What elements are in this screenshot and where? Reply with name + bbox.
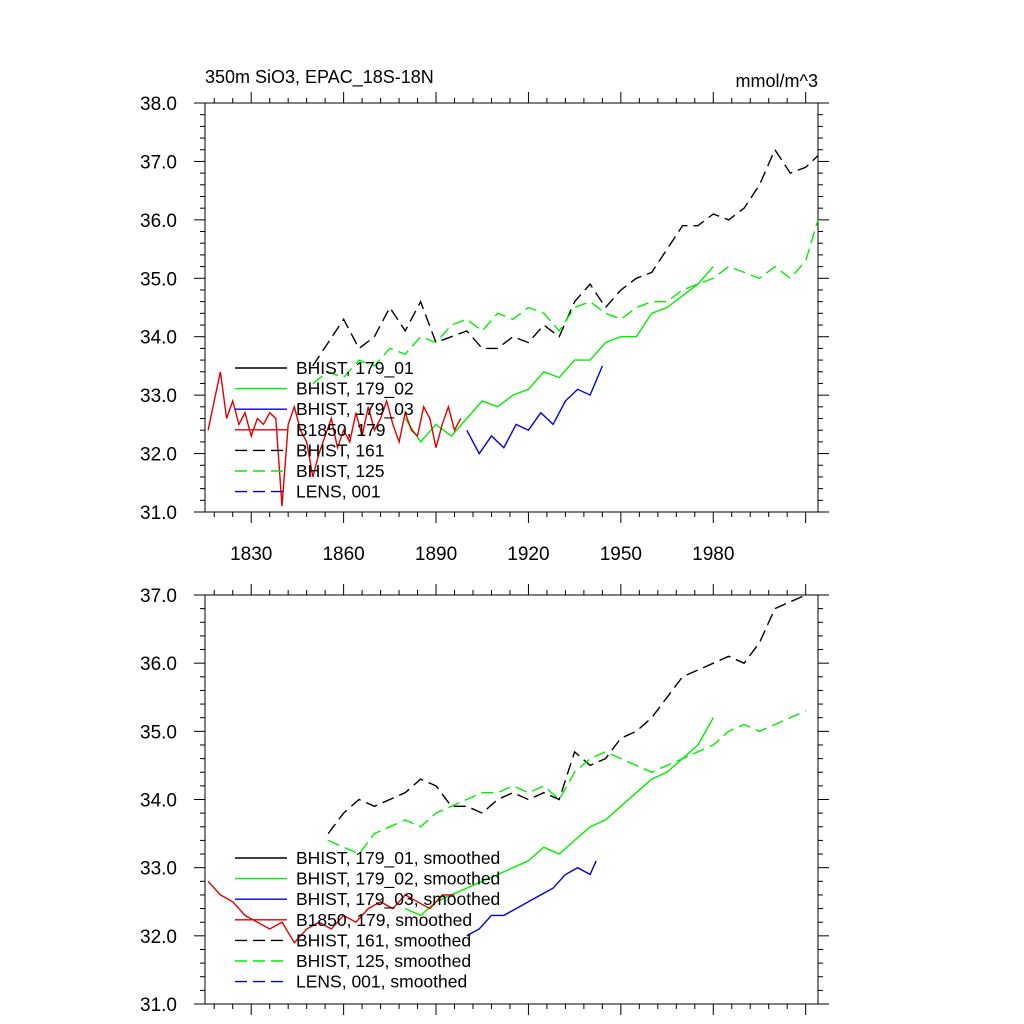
series-line [312,148,819,367]
series-line [404,266,714,444]
y-tick-label: 33.0 [140,386,177,407]
top-panel: 350m SiO3, EPAC_18S-18N mmol/m^3 31.0 32.… [140,67,829,565]
series-line [404,717,714,917]
legend-label: BHIST, 161, smoothed [296,930,471,950]
y-tick-label: 34.0 [140,791,177,812]
y-tick-label: 33.0 [140,859,177,880]
y-tick-label: 37.0 [140,586,177,607]
legend-label: BHIST, 125 [296,461,385,481]
series-line [312,219,819,385]
y-tick-label: 36.0 [140,211,177,232]
legend-label: BHIST, 161 [296,440,385,460]
plot-frame [204,102,819,513]
y-tick-label: 35.0 [140,722,177,743]
legend-label: B1850, 179 [296,420,386,440]
chart-title: 350m SiO3, EPAC_18S-18N [205,67,434,88]
y-tick-label: 32.0 [140,927,177,948]
y-tick-label: 38.0 [140,94,177,115]
legend-label: LENS, 001 [296,482,381,502]
legend-label: BHIST, 179_02, smoothed [296,869,500,890]
x-tick-label: 1860 [322,544,364,565]
legend-label: BHIST, 179_03, smoothed [296,889,500,910]
legend-label: BHIST, 179_02 [296,379,414,400]
legend-label: BHIST, 179_01 [296,358,414,379]
x-tick-label: 1980 [692,544,734,565]
y-tick-label: 37.0 [140,152,177,173]
series-line [327,710,806,855]
x-tick-label: 1950 [600,544,642,565]
y-tick-label: 31.0 [140,995,177,1016]
y-tick-label: 31.0 [140,503,177,524]
y-tick-label: 34.0 [140,328,177,349]
series-line [327,594,806,835]
x-tick-label: 1890 [415,544,457,565]
series-line [466,860,597,937]
legend-label: BHIST, 179_03 [296,399,414,420]
y-tick-label: 36.0 [140,654,177,675]
legend-label: BHIST, 125, smoothed [296,951,471,971]
units-label: mmol/m^3 [736,71,818,91]
legend-label: B1850, 179, smoothed [296,910,472,930]
series-line [207,880,455,944]
x-tick-label: 1920 [507,544,549,565]
series-line [207,371,462,507]
legend-label: BHIST, 179_01, smoothed [296,848,500,869]
y-tick-label: 35.0 [140,269,177,290]
y-tick-label: 32.0 [140,445,177,466]
bottom-panel: 31.0 32.0 33.0 34.0 35.0 36.0 37.0 BHIST, 179_0… [140,584,829,1016]
legend-label: LENS, 001, smoothed [296,972,467,992]
x-tick-label: 1830 [230,544,272,565]
series-line [466,365,604,455]
